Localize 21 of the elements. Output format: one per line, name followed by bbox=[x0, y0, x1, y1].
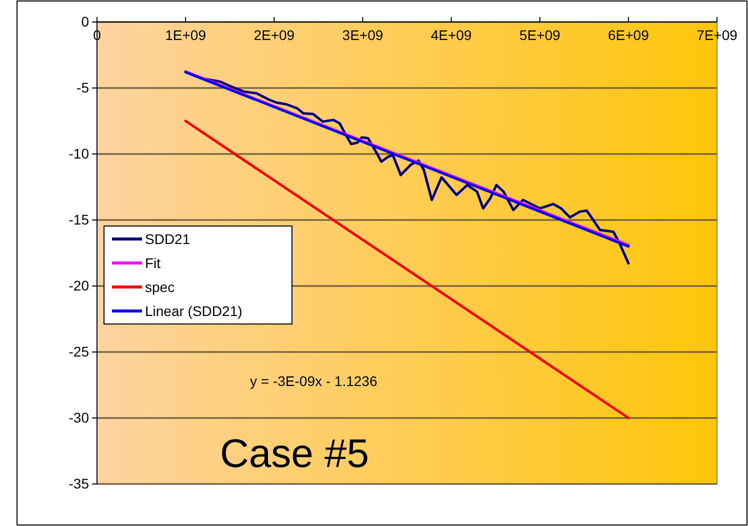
annotation: Case #5 bbox=[220, 432, 369, 476]
y-tick-label: -5 bbox=[76, 79, 90, 96]
x-tick-label: 7E+09 bbox=[696, 26, 738, 43]
legend-label: spec bbox=[145, 279, 175, 295]
x-tick-label: 4E+09 bbox=[430, 26, 472, 43]
y-tick-label: -30 bbox=[68, 409, 90, 426]
y-tick-label: -25 bbox=[68, 343, 90, 360]
annotation: y = -3E-09x - 1.1236 bbox=[250, 373, 378, 389]
x-tick-label: 3E+09 bbox=[342, 26, 384, 43]
y-tick-label: -15 bbox=[68, 211, 90, 228]
y-tick-label: 0 bbox=[81, 13, 90, 30]
legend-label: SDD21 bbox=[145, 231, 190, 247]
x-tick-label: 6E+09 bbox=[608, 26, 650, 43]
y-tick-label: -35 bbox=[68, 475, 90, 492]
legend-label: Linear (SDD21) bbox=[145, 303, 242, 319]
legend-label: Fit bbox=[145, 255, 161, 271]
x-tick-label: 2E+09 bbox=[254, 26, 295, 43]
x-tick-label: 5E+09 bbox=[519, 26, 561, 43]
y-tick-label: -20 bbox=[68, 277, 90, 294]
y-tick-label: -10 bbox=[68, 145, 90, 162]
x-tick-label: 1E+09 bbox=[165, 26, 206, 43]
